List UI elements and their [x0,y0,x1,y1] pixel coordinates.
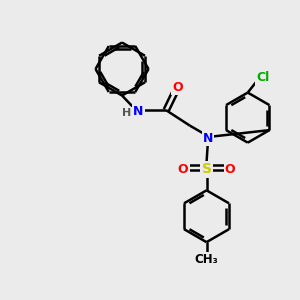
Text: Cl: Cl [256,71,270,84]
Text: H: H [122,108,132,118]
Text: N: N [203,132,213,145]
Text: CH₃: CH₃ [195,254,218,266]
Text: O: O [225,163,236,176]
Text: N: N [133,105,143,118]
Text: O: O [172,80,183,94]
Text: O: O [178,163,188,176]
Text: S: S [202,162,212,176]
